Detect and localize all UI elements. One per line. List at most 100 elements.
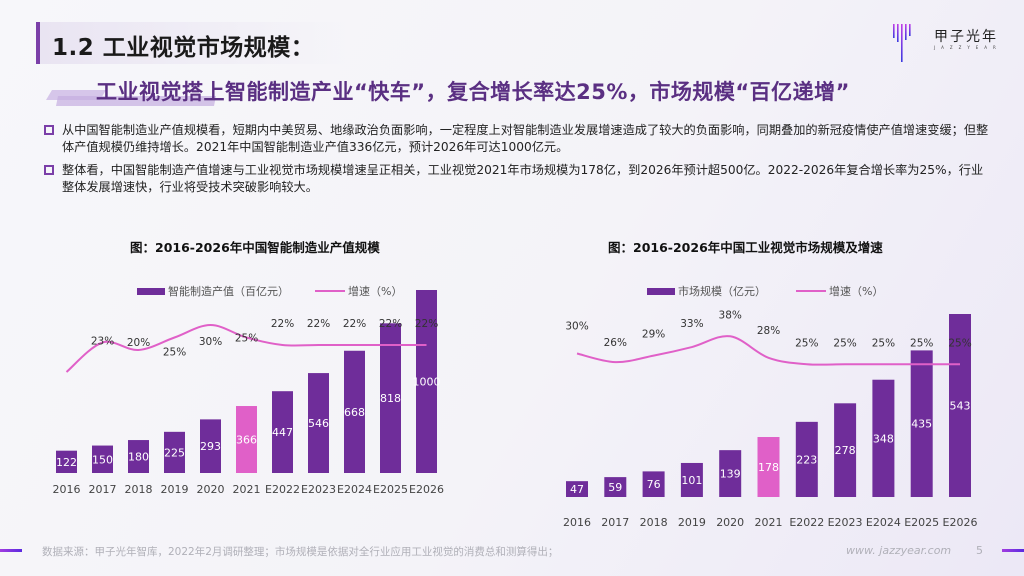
bar-value-label: 546 <box>308 417 329 430</box>
bar-value-label: 122 <box>56 456 77 469</box>
bar-E2025 <box>380 323 401 473</box>
legend-bar-swatch <box>137 287 165 295</box>
growth-value-label: 25% <box>833 337 856 349</box>
x-tick-label: E2025 <box>904 516 939 529</box>
x-tick-label: E2026 <box>409 483 444 496</box>
growth-line <box>65 323 427 373</box>
x-tick-label: 2017 <box>89 483 117 496</box>
growth-value-label: 25% <box>910 337 933 349</box>
bar-2017 <box>92 445 113 473</box>
x-tick-label: E2024 <box>866 516 901 529</box>
bar-value-label: 76 <box>647 478 661 491</box>
legend-line-swatch <box>315 290 345 292</box>
growth-value-label: 29% <box>642 329 665 341</box>
bar-2019 <box>680 462 703 497</box>
chart1-legend: 智能制造产值（百亿元） 增速（%） <box>137 283 402 299</box>
x-tick-label: E2022 <box>789 516 824 529</box>
bar-value-label: 435 <box>911 418 932 431</box>
logo-icon <box>893 24 911 62</box>
bar-2020 <box>200 419 221 473</box>
growth-value-label: 25% <box>948 337 971 349</box>
footer-accent-right <box>1002 549 1024 552</box>
bar-2019 <box>164 431 185 473</box>
growth-value-label: 25% <box>795 337 818 349</box>
growth-value-label: 20% <box>127 337 150 349</box>
x-tick-label: 2018 <box>640 516 668 529</box>
bar-E2026 <box>949 314 971 497</box>
growth-value-label: 22% <box>271 318 294 330</box>
legend-line-label: 增速（%） <box>348 285 403 298</box>
growth-value-label: 30% <box>199 336 222 348</box>
legend-bar-swatch <box>647 287 675 295</box>
x-tick-label: 2016 <box>563 516 591 529</box>
chart2-legend: 市场规模（亿元） 增速（%） <box>647 283 883 299</box>
x-tick-label: 2021 <box>755 516 783 529</box>
growth-value-label: 33% <box>680 318 703 330</box>
bar-value-label: 225 <box>164 446 185 459</box>
logo-text: 甲子光年 <box>934 29 998 45</box>
bar-2016 <box>566 481 588 497</box>
bar-E2022 <box>795 421 818 497</box>
legend-bar-label: 市场规模（亿元） <box>678 285 766 298</box>
growth-value-label: 25% <box>163 347 186 359</box>
x-tick-label: 2017 <box>601 516 629 529</box>
chart2-plot: 47 59 76 101 139 178 223 278 348 435 543 2016 2017 20… <box>563 309 978 529</box>
bar-E2023 <box>308 373 329 473</box>
bar-value-label: 668 <box>344 406 365 419</box>
bar-value-label: 278 <box>835 444 856 457</box>
growth-value-label: 22% <box>379 318 402 330</box>
growth-value-label: 25% <box>872 337 895 349</box>
legend-bar-label: 智能制造产值（百亿元） <box>168 285 289 298</box>
growth-value-label: 22% <box>307 318 330 330</box>
bar-value-label: 59 <box>608 481 622 494</box>
page-title: 1.2 工业视觉市场规模： <box>52 35 315 61</box>
growth-value-label: 25% <box>235 333 258 345</box>
bar-E2023 <box>834 403 857 497</box>
bar-E2022 <box>272 391 293 473</box>
growth-value-label: 28% <box>757 325 780 337</box>
bullet-item: 从中国智能制造业产值规模看，短期内中美贸易、地缘政治负面影响，一定程度上对智能制… <box>42 122 992 156</box>
bar-value-label: 1000 <box>413 376 441 389</box>
bar-value-label: 348 <box>873 432 894 445</box>
bar-E2024 <box>344 350 365 473</box>
bar-value-label: 366 <box>236 434 257 447</box>
x-tick-label: E2023 <box>301 483 336 496</box>
growth-value-label: 26% <box>604 337 627 349</box>
x-tick-label: 2021 <box>233 483 261 496</box>
subtitle: 工业视觉搭上智能制造产业“快车”，复合增长率达25%，市场规模“百亿递增” <box>96 80 850 104</box>
bar-value-label: 293 <box>200 440 221 453</box>
bar-2016 <box>56 450 77 473</box>
x-tick-label: E2022 <box>265 483 300 496</box>
bar-value-label: 447 <box>272 426 293 439</box>
x-tick-label: 2019 <box>678 516 706 529</box>
footer-source: 数据来源：甲子光年智库，2022年2月调研整理；市场规模是依据对全行业应用工业视… <box>42 546 559 558</box>
x-tick-label: E2025 <box>373 483 408 496</box>
x-tick-label: 2018 <box>125 483 153 496</box>
x-tick-label: 2020 <box>716 516 744 529</box>
bar-value-label: 180 <box>128 451 149 464</box>
growth-value-label: 30% <box>565 321 588 333</box>
x-tick-label: E2023 <box>828 516 863 529</box>
bar-value-label: 543 <box>950 400 971 413</box>
footer-url: www. jazzyear.com <box>846 544 952 557</box>
bar-2018 <box>128 440 149 473</box>
bar-2021 <box>236 406 257 473</box>
bar-E2026 <box>416 290 437 473</box>
bar-E2025 <box>910 350 933 497</box>
bar-value-label: 818 <box>380 392 401 405</box>
bar-value-label: 101 <box>681 474 702 487</box>
growth-value-label: 23% <box>91 336 114 348</box>
legend-line-swatch <box>796 290 826 292</box>
title-accent-bar <box>36 22 346 64</box>
square-bullet-icon <box>44 125 54 135</box>
logo-subtext: JAZZYEAR <box>934 45 1002 50</box>
growth-line <box>576 335 960 366</box>
growth-value-label: 22% <box>343 318 366 330</box>
x-tick-label: E2024 <box>337 483 372 496</box>
page-number: 5 <box>976 544 983 557</box>
x-tick-label: E2026 <box>943 516 978 529</box>
chart1-plot: 122 150 180 225 293 366 447 546 668 818 1000 2016 20… <box>53 290 444 496</box>
bullet-item: 整体看，中国智能制造产值增速与工业视觉市场规模增速呈正相关，工业视觉2021年市… <box>42 162 992 196</box>
bar-E2024 <box>872 379 895 497</box>
bar-value-label: 139 <box>720 468 741 481</box>
